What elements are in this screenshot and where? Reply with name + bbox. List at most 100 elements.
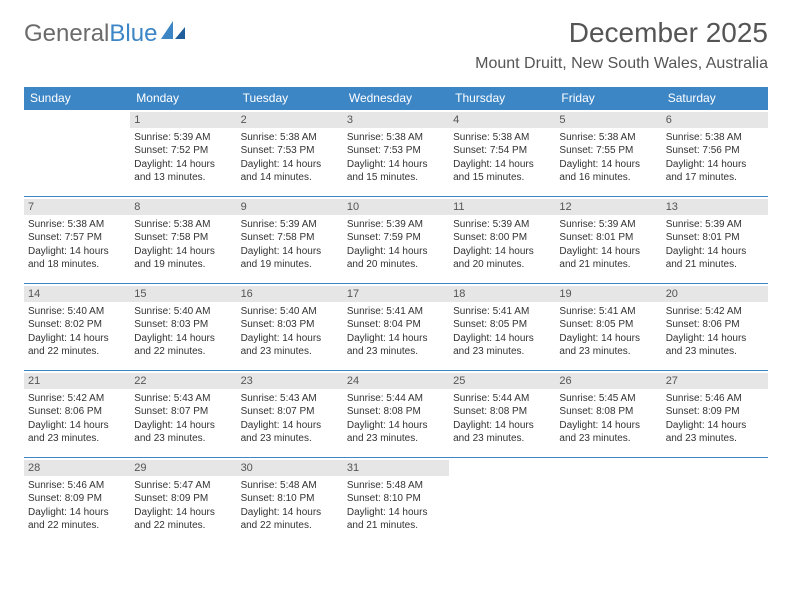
calendar-cell — [24, 109, 130, 196]
day-number: 3 — [343, 112, 449, 128]
calendar-cell: 22 Sunrise: 5:43 AMSunset: 8:07 PMDayligh… — [130, 370, 236, 457]
day-number: 4 — [449, 112, 555, 128]
calendar-cell: 4 Sunrise: 5:38 AMSunset: 7:54 PMDaylight… — [449, 109, 555, 196]
day-details: Sunrise: 5:39 AMSunset: 8:00 PMDaylight:… — [453, 218, 551, 272]
day-number: 8 — [130, 199, 236, 215]
calendar-cell: 10 Sunrise: 5:39 AMSunset: 7:59 PMDayligh… — [343, 196, 449, 283]
logo: GeneralBlue — [24, 18, 187, 48]
calendar-cell: 28 Sunrise: 5:46 AMSunset: 8:09 PMDayligh… — [24, 457, 130, 544]
calendar-cell: 25 Sunrise: 5:44 AMSunset: 8:08 PMDayligh… — [449, 370, 555, 457]
day-number: 19 — [555, 286, 661, 302]
weekday-header: Thursday — [449, 87, 555, 110]
calendar-cell: 7 Sunrise: 5:38 AMSunset: 7:57 PMDaylight… — [24, 196, 130, 283]
day-details: Sunrise: 5:38 AMSunset: 7:57 PMDaylight:… — [28, 218, 126, 272]
day-details: Sunrise: 5:42 AMSunset: 8:06 PMDaylight:… — [28, 392, 126, 446]
day-details: Sunrise: 5:38 AMSunset: 7:56 PMDaylight:… — [666, 131, 764, 185]
calendar-cell: 18 Sunrise: 5:41 AMSunset: 8:05 PMDayligh… — [449, 283, 555, 370]
day-number: 18 — [449, 286, 555, 302]
day-details: Sunrise: 5:38 AMSunset: 7:53 PMDaylight:… — [241, 131, 339, 185]
calendar-cell: 15 Sunrise: 5:40 AMSunset: 8:03 PMDayligh… — [130, 283, 236, 370]
calendar-cell: 20 Sunrise: 5:42 AMSunset: 8:06 PMDayligh… — [662, 283, 768, 370]
calendar-cell: 30 Sunrise: 5:48 AMSunset: 8:10 PMDayligh… — [237, 457, 343, 544]
day-details: Sunrise: 5:48 AMSunset: 8:10 PMDaylight:… — [347, 479, 445, 533]
day-number: 30 — [237, 460, 343, 476]
calendar-cell: 14 Sunrise: 5:40 AMSunset: 8:02 PMDayligh… — [24, 283, 130, 370]
day-number: 29 — [130, 460, 236, 476]
day-details: Sunrise: 5:39 AMSunset: 7:58 PMDaylight:… — [241, 218, 339, 272]
calendar-cell: 17 Sunrise: 5:41 AMSunset: 8:04 PMDayligh… — [343, 283, 449, 370]
day-details: Sunrise: 5:40 AMSunset: 8:02 PMDaylight:… — [28, 305, 126, 359]
day-details: Sunrise: 5:43 AMSunset: 8:07 PMDaylight:… — [134, 392, 232, 446]
day-details: Sunrise: 5:45 AMSunset: 8:08 PMDaylight:… — [559, 392, 657, 446]
logo-text-general: General — [24, 20, 109, 48]
day-number: 7 — [24, 199, 130, 215]
day-number: 22 — [130, 373, 236, 389]
day-number: 28 — [24, 460, 130, 476]
day-number: 25 — [449, 373, 555, 389]
calendar-cell: 16Sunrise: 5:40 AMSunset: 8:03 PMDayligh… — [237, 283, 343, 370]
day-details: Sunrise: 5:47 AMSunset: 8:09 PMDaylight:… — [134, 479, 232, 533]
day-details: Sunrise: 5:40 AMSunset: 8:03 PMDaylight:… — [241, 305, 339, 359]
logo-sail-icon — [161, 20, 187, 48]
calendar-cell: 11 Sunrise: 5:39 AMSunset: 8:00 PMDayligh… — [449, 196, 555, 283]
day-number: 11 — [449, 199, 555, 215]
logo-text-blue: Blue — [109, 20, 157, 48]
day-number: 5 — [555, 112, 661, 128]
day-details: Sunrise: 5:44 AMSunset: 8:08 PMDaylight:… — [347, 392, 445, 446]
calendar-cell: 19 Sunrise: 5:41 AMSunset: 8:05 PMDayligh… — [555, 283, 661, 370]
day-details: Sunrise: 5:39 AMSunset: 7:52 PMDaylight:… — [134, 131, 232, 185]
calendar-table: SundayMondayTuesdayWednesdayThursdayFrid… — [24, 87, 768, 544]
calendar-cell: 23 Sunrise: 5:43 AMSunset: 8:07 PMDayligh… — [237, 370, 343, 457]
day-details: Sunrise: 5:40 AMSunset: 8:03 PMDaylight:… — [134, 305, 232, 359]
day-details: Sunrise: 5:41 AMSunset: 8:04 PMDaylight:… — [347, 305, 445, 359]
day-number: 31 — [343, 460, 449, 476]
location: Mount Druitt, New South Wales, Australia — [475, 55, 768, 73]
day-details: Sunrise: 5:38 AMSunset: 7:54 PMDaylight:… — [453, 131, 551, 185]
weekday-header: Sunday — [24, 87, 130, 110]
calendar-cell — [449, 457, 555, 544]
calendar-cell: 9 Sunrise: 5:39 AMSunset: 7:58 PMDaylight… — [237, 196, 343, 283]
day-number: 13 — [662, 199, 768, 215]
weekday-header: Tuesday — [237, 87, 343, 110]
calendar-cell: 6 Sunrise: 5:38 AMSunset: 7:56 PMDaylight… — [662, 109, 768, 196]
day-number: 6 — [662, 112, 768, 128]
day-details: Sunrise: 5:42 AMSunset: 8:06 PMDaylight:… — [666, 305, 764, 359]
month-title: December 2025 — [475, 18, 768, 49]
day-details: Sunrise: 5:38 AMSunset: 7:53 PMDaylight:… — [347, 131, 445, 185]
day-number: 24 — [343, 373, 449, 389]
weekday-header: Wednesday — [343, 87, 449, 110]
weekday-header: Saturday — [662, 87, 768, 110]
day-details: Sunrise: 5:39 AMSunset: 7:59 PMDaylight:… — [347, 218, 445, 272]
day-number: 10 — [343, 199, 449, 215]
day-details: Sunrise: 5:48 AMSunset: 8:10 PMDaylight:… — [241, 479, 339, 533]
day-number: 27 — [662, 373, 768, 389]
day-number: 23 — [237, 373, 343, 389]
calendar-cell: 2Sunrise: 5:38 AMSunset: 7:53 PMDaylight… — [237, 109, 343, 196]
calendar-cell: 1 Sunrise: 5:39 AMSunset: 7:52 PMDaylight… — [130, 109, 236, 196]
day-details: Sunrise: 5:46 AMSunset: 8:09 PMDaylight:… — [666, 392, 764, 446]
calendar-cell: 27 Sunrise: 5:46 AMSunset: 8:09 PMDayligh… — [662, 370, 768, 457]
calendar-cell: 29 Sunrise: 5:47 AMSunset: 8:09 PMDayligh… — [130, 457, 236, 544]
day-number: 14 — [24, 286, 130, 302]
weekday-header: Monday — [130, 87, 236, 110]
day-number: 12 — [555, 199, 661, 215]
day-number: 20 — [662, 286, 768, 302]
calendar-cell: 31 Sunrise: 5:48 AMSunset: 8:10 PMDayligh… — [343, 457, 449, 544]
day-details: Sunrise: 5:43 AMSunset: 8:07 PMDaylight:… — [241, 392, 339, 446]
day-number: 17 — [343, 286, 449, 302]
day-details: Sunrise: 5:44 AMSunset: 8:08 PMDaylight:… — [453, 392, 551, 446]
day-number: 9 — [237, 199, 343, 215]
day-details: Sunrise: 5:41 AMSunset: 8:05 PMDaylight:… — [559, 305, 657, 359]
day-details: Sunrise: 5:46 AMSunset: 8:09 PMDaylight:… — [28, 479, 126, 533]
calendar-cell: 26Sunrise: 5:45 AMSunset: 8:08 PMDayligh… — [555, 370, 661, 457]
day-details: Sunrise: 5:41 AMSunset: 8:05 PMDaylight:… — [453, 305, 551, 359]
day-number: 15 — [130, 286, 236, 302]
day-number: 21 — [24, 373, 130, 389]
weekday-header: Friday — [555, 87, 661, 110]
day-number: 1 — [130, 112, 236, 128]
calendar-cell: 24 Sunrise: 5:44 AMSunset: 8:08 PMDayligh… — [343, 370, 449, 457]
calendar-cell — [555, 457, 661, 544]
calendar-cell — [662, 457, 768, 544]
calendar-cell: 12 Sunrise: 5:39 AMSunset: 8:01 PMDayligh… — [555, 196, 661, 283]
day-details: Sunrise: 5:39 AMSunset: 8:01 PMDaylight:… — [559, 218, 657, 272]
